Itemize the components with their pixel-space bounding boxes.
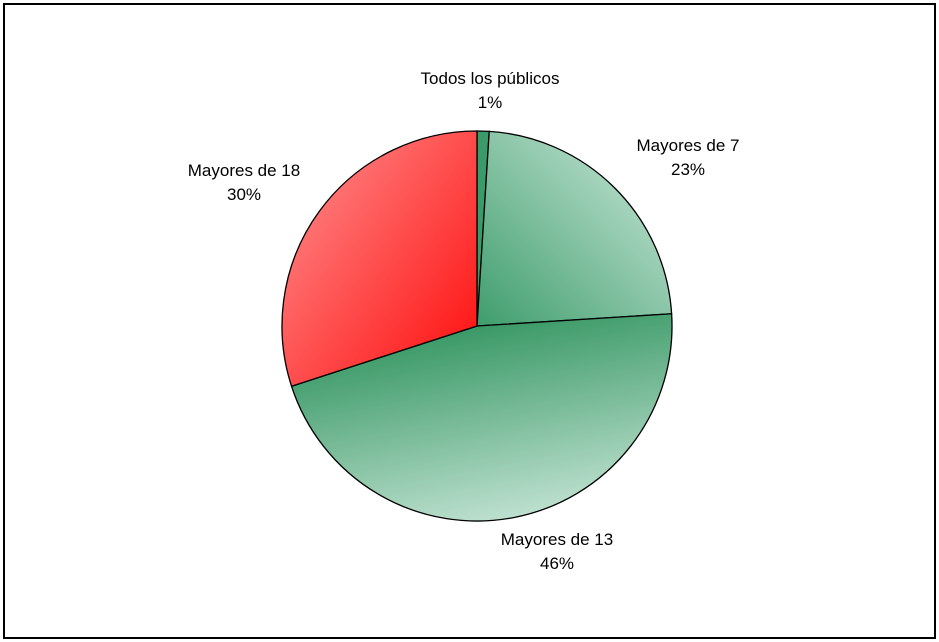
pie-slice-4 <box>281 130 478 388</box>
slice-value-label-2: 23% <box>671 160 705 179</box>
pie-slices <box>281 130 673 522</box>
slice-value-label-1: 1% <box>478 93 503 112</box>
pie-slice-3 <box>290 313 673 522</box>
pie-slice-2 <box>476 130 673 327</box>
slice-value-label-3: 46% <box>540 554 574 573</box>
slice-label-2: Mayores de 7 <box>637 136 740 155</box>
slice-label-1: Todos los públicos <box>421 69 560 88</box>
pie-labels: Todos los públicos 1% Mayores de 7 23% Mayor… <box>188 69 740 573</box>
slice-label-4: Mayores de 18 <box>188 161 300 180</box>
chart-border <box>3 3 936 639</box>
slice-label-3: Mayores de 13 <box>501 530 613 549</box>
slice-value-label-4: 30% <box>227 185 261 204</box>
